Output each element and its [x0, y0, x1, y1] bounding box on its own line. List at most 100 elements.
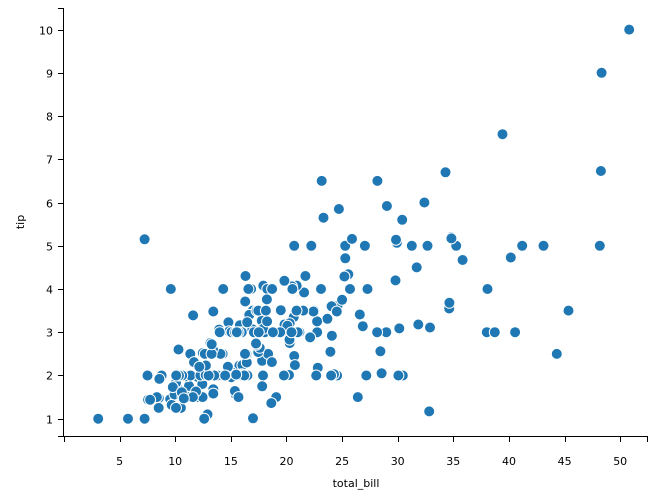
data-point — [288, 359, 301, 372]
x-tick-label: 25 — [335, 455, 349, 468]
data-point — [153, 372, 166, 385]
data-point — [594, 165, 607, 177]
data-point — [392, 369, 405, 382]
data-point — [290, 304, 303, 317]
data-point — [562, 304, 575, 317]
data-point — [324, 345, 337, 358]
data-point — [285, 326, 298, 339]
data-point — [325, 329, 338, 342]
data-point — [443, 296, 456, 309]
data-point — [288, 239, 301, 252]
data-point — [418, 196, 431, 209]
data-point — [217, 283, 230, 295]
data-point — [410, 261, 423, 274]
data-point — [219, 369, 232, 382]
data-point — [396, 213, 409, 226]
points-layer — [92, 23, 636, 425]
data-point — [325, 369, 338, 382]
data-point — [623, 23, 636, 36]
data-point — [256, 380, 269, 393]
y-axis-title: tip — [14, 215, 27, 229]
data-point — [315, 174, 328, 187]
y-tick-label: 2 — [46, 370, 53, 383]
data-point — [187, 309, 200, 322]
data-point — [356, 320, 369, 333]
data-point — [315, 283, 327, 295]
data-point — [389, 274, 402, 287]
data-point — [122, 412, 134, 425]
data-point — [152, 401, 165, 414]
data-point — [202, 369, 215, 382]
data-point — [336, 293, 349, 306]
data-point — [242, 283, 255, 295]
data-point — [593, 239, 606, 252]
data-point — [193, 360, 206, 373]
data-point — [307, 305, 320, 318]
data-point — [393, 322, 406, 335]
data-point — [207, 387, 220, 400]
data-point — [360, 369, 373, 382]
data-point — [266, 326, 279, 339]
data-point — [346, 232, 358, 245]
data-point — [250, 337, 262, 350]
x-axis-ticks: 5 10 15 20 25 30 35 40 45 50 — [64, 436, 648, 468]
data-point — [230, 368, 243, 381]
data-point — [509, 326, 522, 339]
x-tick-label: 40 — [502, 455, 516, 468]
data-point — [232, 391, 245, 404]
data-point — [274, 304, 287, 317]
data-point — [481, 283, 494, 295]
data-point — [298, 286, 311, 299]
data-point — [330, 305, 343, 318]
data-point — [277, 369, 290, 382]
data-point — [286, 283, 299, 295]
data-point — [405, 239, 418, 252]
data-point — [170, 401, 182, 414]
data-point — [456, 254, 469, 266]
data-point — [261, 315, 274, 328]
data-point — [177, 392, 190, 405]
data-point — [338, 270, 351, 283]
data-point — [239, 347, 251, 360]
data-point — [260, 293, 273, 306]
y-tick-label: 3 — [46, 327, 53, 340]
data-point — [374, 345, 387, 358]
data-point — [445, 232, 458, 245]
data-point — [257, 369, 269, 382]
data-point — [351, 391, 364, 404]
data-point — [537, 239, 550, 252]
data-point — [371, 174, 384, 187]
data-point — [166, 381, 179, 394]
data-point — [305, 239, 318, 252]
data-point — [299, 270, 312, 282]
data-point — [595, 66, 608, 79]
data-point — [239, 270, 252, 282]
data-point — [241, 316, 254, 329]
data-point — [550, 347, 563, 360]
data-point — [421, 239, 434, 252]
data-point — [304, 331, 317, 344]
data-point — [371, 326, 384, 339]
data-point — [138, 412, 151, 425]
data-point — [516, 239, 529, 252]
data-point — [380, 200, 393, 212]
data-point — [310, 369, 323, 382]
data-point — [424, 321, 436, 334]
y-tick-label: 9 — [46, 68, 53, 81]
data-point — [278, 274, 291, 287]
data-point — [504, 251, 517, 264]
y-tick-label: 1 — [46, 414, 53, 427]
data-point — [247, 412, 259, 425]
data-point — [198, 412, 211, 425]
data-point — [141, 369, 154, 382]
data-point — [144, 393, 157, 406]
data-point — [390, 233, 402, 246]
y-tick-label: 7 — [46, 154, 53, 167]
data-point — [259, 304, 272, 317]
data-point — [423, 405, 436, 418]
data-point — [252, 326, 265, 339]
data-point — [339, 252, 352, 265]
data-point — [321, 312, 334, 325]
